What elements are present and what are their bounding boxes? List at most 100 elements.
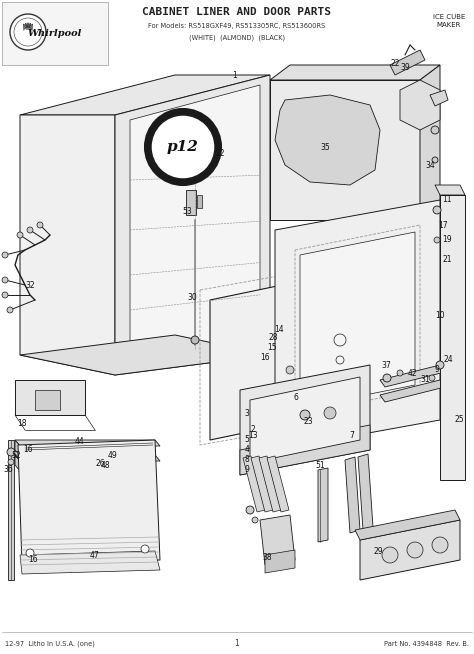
Circle shape <box>145 109 221 185</box>
Circle shape <box>14 18 42 46</box>
Text: 52: 52 <box>11 451 21 460</box>
Circle shape <box>433 206 441 214</box>
Text: 32: 32 <box>25 281 35 290</box>
Circle shape <box>407 542 423 558</box>
Polygon shape <box>20 75 270 115</box>
Polygon shape <box>20 551 160 574</box>
Circle shape <box>37 222 43 228</box>
Text: 17: 17 <box>438 220 448 230</box>
Polygon shape <box>15 440 20 456</box>
Text: 35: 35 <box>320 143 330 152</box>
Circle shape <box>17 232 23 238</box>
Text: 48: 48 <box>100 460 110 470</box>
Polygon shape <box>2 2 108 65</box>
Text: 34: 34 <box>425 160 435 169</box>
Polygon shape <box>251 456 273 512</box>
Text: 16: 16 <box>260 353 270 362</box>
Text: 24: 24 <box>443 356 453 364</box>
Polygon shape <box>18 440 160 565</box>
Text: 5: 5 <box>245 436 249 445</box>
Polygon shape <box>380 365 445 387</box>
Text: 12: 12 <box>215 148 225 158</box>
Polygon shape <box>300 232 415 408</box>
Polygon shape <box>265 550 295 573</box>
Text: 37: 37 <box>381 360 391 370</box>
Circle shape <box>432 157 438 163</box>
Polygon shape <box>270 65 440 80</box>
Text: 36: 36 <box>3 466 13 475</box>
Text: 25: 25 <box>454 415 464 424</box>
Text: 13: 13 <box>248 430 258 439</box>
Text: 53: 53 <box>182 207 192 216</box>
Text: 16: 16 <box>23 445 33 455</box>
Circle shape <box>2 252 8 258</box>
Polygon shape <box>15 455 160 461</box>
Text: For Models: RS518GXF49, RS513305RC, RS513600RS: For Models: RS518GXF49, RS513305RC, RS51… <box>148 23 326 29</box>
Circle shape <box>151 115 215 179</box>
Text: 30: 30 <box>187 294 197 303</box>
Circle shape <box>7 307 13 313</box>
Circle shape <box>2 277 8 283</box>
Text: CABINET LINER AND DOOR PARTS: CABINET LINER AND DOOR PARTS <box>143 7 331 17</box>
Polygon shape <box>440 195 465 480</box>
Polygon shape <box>400 80 440 130</box>
Circle shape <box>26 549 34 557</box>
Polygon shape <box>275 200 440 450</box>
Text: 47: 47 <box>90 551 100 560</box>
Text: 51: 51 <box>315 460 325 470</box>
Polygon shape <box>358 454 373 530</box>
Text: 18: 18 <box>17 419 27 428</box>
Text: 12-97  Litho In U.S.A. (one): 12-97 Litho In U.S.A. (one) <box>5 641 95 647</box>
Circle shape <box>246 506 254 514</box>
Polygon shape <box>260 515 295 565</box>
Circle shape <box>383 374 391 382</box>
Text: 39: 39 <box>400 63 410 73</box>
Text: 8: 8 <box>245 455 249 464</box>
Polygon shape <box>320 410 340 450</box>
Text: 4: 4 <box>245 445 249 455</box>
Polygon shape <box>275 95 380 185</box>
Text: (WHITE)  (ALMOND)  (BLACK): (WHITE) (ALMOND) (BLACK) <box>189 35 285 41</box>
Circle shape <box>436 361 444 369</box>
Text: ICE CUBE
MAKER: ICE CUBE MAKER <box>433 14 465 28</box>
Circle shape <box>2 292 8 298</box>
Text: 26: 26 <box>95 458 105 468</box>
Circle shape <box>252 517 258 523</box>
Polygon shape <box>20 335 270 375</box>
Text: 29: 29 <box>373 547 383 557</box>
Text: 22: 22 <box>390 58 400 67</box>
Polygon shape <box>435 185 465 195</box>
Text: 19: 19 <box>442 235 452 245</box>
Polygon shape <box>380 380 445 402</box>
Polygon shape <box>197 195 202 208</box>
Text: 1: 1 <box>233 71 237 80</box>
Text: 23: 23 <box>303 417 313 426</box>
Circle shape <box>429 375 435 381</box>
Polygon shape <box>355 510 460 540</box>
Text: Part No. 4394848  Rev. B.: Part No. 4394848 Rev. B. <box>384 641 469 647</box>
Polygon shape <box>259 456 281 512</box>
Circle shape <box>141 545 149 553</box>
Polygon shape <box>243 456 265 512</box>
Polygon shape <box>210 275 330 440</box>
Text: 28: 28 <box>268 334 278 343</box>
Polygon shape <box>360 520 460 580</box>
Polygon shape <box>186 190 196 215</box>
Polygon shape <box>130 85 260 355</box>
Text: 11: 11 <box>442 196 452 205</box>
Polygon shape <box>300 278 310 422</box>
Circle shape <box>431 126 439 134</box>
Text: 15: 15 <box>267 343 277 351</box>
Polygon shape <box>8 440 14 580</box>
Polygon shape <box>15 380 85 415</box>
Circle shape <box>7 448 15 456</box>
Text: 49: 49 <box>108 451 118 460</box>
Circle shape <box>191 336 199 344</box>
Text: 16: 16 <box>28 555 38 564</box>
Polygon shape <box>270 80 420 220</box>
Polygon shape <box>267 456 289 512</box>
Polygon shape <box>15 455 20 471</box>
Polygon shape <box>35 390 60 410</box>
Circle shape <box>8 459 14 465</box>
Circle shape <box>286 366 294 374</box>
